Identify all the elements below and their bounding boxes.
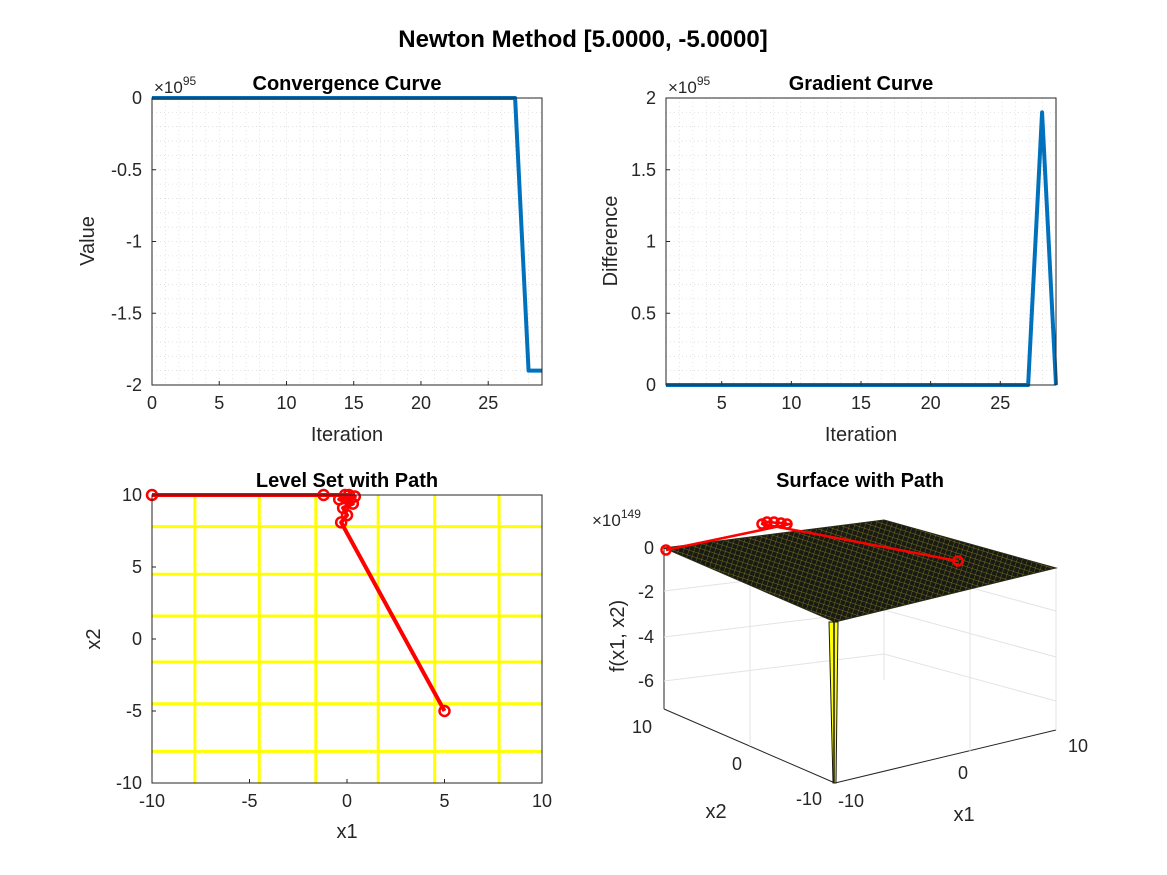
x-tick-label: 20 bbox=[921, 393, 941, 413]
y-tick-label: -1 bbox=[126, 232, 142, 252]
level-set-plot: -10 -5 0 5 10 10 5 0 -5 -10 Level Set with Path x… bbox=[83, 470, 552, 843]
x-tick-label: 5 bbox=[717, 393, 727, 413]
surface-x-tick-label: 10 bbox=[1068, 736, 1088, 756]
y-tick-label: 10 bbox=[122, 485, 142, 505]
gradient-ticks: 5 10 15 20 25 2 1.5 1 0.5 0 bbox=[631, 88, 1010, 413]
surface-exponent: ×10149 bbox=[592, 507, 641, 530]
convergence-x-label: Iteration bbox=[311, 424, 383, 446]
x-tick-label: 10 bbox=[276, 393, 296, 413]
surface-path bbox=[660, 516, 964, 567]
surface-y-tick-label: 0 bbox=[732, 754, 742, 774]
gradient-title: Gradient Curve bbox=[789, 73, 933, 95]
x-tick-label: 20 bbox=[411, 393, 431, 413]
surface-mesh bbox=[662, 519, 1058, 623]
convergence-title: Convergence Curve bbox=[253, 73, 442, 95]
surface-x-label: x1 bbox=[953, 804, 974, 826]
x-tick-label: 25 bbox=[478, 393, 498, 413]
path-marker bbox=[334, 516, 348, 529]
level-set-x-label: x1 bbox=[336, 821, 357, 843]
surface-plot: 0 -2 -4 -6 10 0 -10 -10 0 10 Surface wit… bbox=[592, 470, 1088, 826]
surface-x-ticks: -10 0 10 bbox=[838, 736, 1088, 811]
gradient-x-label: Iteration bbox=[825, 424, 897, 446]
surface-z-ticks: 0 -2 -4 -6 bbox=[638, 538, 654, 691]
x-tick-label: 10 bbox=[532, 791, 552, 811]
surface-y-tick-label: 10 bbox=[632, 717, 652, 737]
y-tick-label: -10 bbox=[116, 773, 142, 793]
surface-z-tick-label: -6 bbox=[638, 671, 654, 691]
x-tick-label: -5 bbox=[241, 791, 257, 811]
surface-x-tick-label: -10 bbox=[838, 791, 864, 811]
y-tick-label: 0 bbox=[132, 629, 142, 649]
surface-z-tick-label: -4 bbox=[638, 627, 654, 647]
y-tick-label: 2 bbox=[646, 88, 656, 108]
x-tick-label: 0 bbox=[342, 791, 352, 811]
surface-z-tick-label: -2 bbox=[638, 582, 654, 602]
convergence-ticks: 0 5 10 15 20 25 0 -0.5 -1 -1.5 -2 bbox=[111, 88, 498, 413]
y-tick-label: 1.5 bbox=[631, 160, 656, 180]
surface-path-marker bbox=[775, 517, 787, 529]
y-tick-label: -0.5 bbox=[111, 160, 142, 180]
x-tick-label: 10 bbox=[781, 393, 801, 413]
convergence-exponent: ×1095 bbox=[154, 74, 197, 97]
level-set-title: Level Set with Path bbox=[256, 470, 438, 492]
gradient-plot-area bbox=[666, 98, 1056, 385]
x-tick-label: 15 bbox=[851, 393, 871, 413]
level-set-y-label: x2 bbox=[83, 628, 105, 649]
surface-path-marker bbox=[761, 516, 773, 528]
level-set-plot-area bbox=[152, 495, 542, 783]
path-marker bbox=[438, 704, 451, 718]
y-tick-label: -1.5 bbox=[111, 303, 142, 323]
level-set-ticks: -10 -5 0 5 10 10 5 0 -5 -10 bbox=[116, 485, 552, 811]
convergence-curve-plot: 0 5 10 15 20 25 0 -0.5 -1 -1.5 -2 Convergence Curv… bbox=[77, 73, 543, 446]
x-tick-label: 5 bbox=[439, 791, 449, 811]
x-tick-label: 25 bbox=[990, 393, 1010, 413]
y-tick-label: 0 bbox=[646, 375, 656, 395]
y-tick-label: 5 bbox=[132, 557, 142, 577]
gradient-y-label: Difference bbox=[600, 196, 622, 287]
gradient-exponent: ×1095 bbox=[668, 74, 711, 97]
x-tick-label: 0 bbox=[147, 393, 157, 413]
surface-path-marker bbox=[781, 518, 793, 530]
surface-z-tick-label: 0 bbox=[644, 538, 654, 558]
x-tick-label: 15 bbox=[344, 393, 364, 413]
surface-y-label: x2 bbox=[705, 801, 726, 823]
gradient-curve-plot: 5 10 15 20 25 2 1.5 1 0.5 0 Gradient Curve Iterat… bbox=[600, 73, 1058, 446]
surface-z-label: f(x1, x2) bbox=[607, 600, 629, 672]
surface-y-ticks: 10 0 -10 bbox=[632, 717, 822, 809]
surface-path-marker bbox=[768, 516, 780, 528]
surface-path-marker bbox=[660, 544, 672, 556]
surface-x-tick-label: 0 bbox=[958, 763, 968, 783]
y-tick-label: 1 bbox=[646, 232, 656, 252]
y-tick-label: -2 bbox=[126, 375, 142, 395]
convergence-plot-area bbox=[152, 98, 542, 385]
surface-path-marker bbox=[952, 555, 964, 567]
y-tick-label: -5 bbox=[126, 701, 142, 721]
y-tick-label: 0 bbox=[132, 88, 142, 108]
figure-title: Newton Method [5.0000, -5.0000] bbox=[398, 26, 767, 53]
level-set-contours bbox=[152, 495, 542, 783]
convergence-y-label: Value bbox=[77, 216, 99, 266]
x-tick-label: 5 bbox=[214, 393, 224, 413]
surface-title: Surface with Path bbox=[776, 470, 944, 492]
x-tick-label: -10 bbox=[139, 791, 165, 811]
y-tick-label: 0.5 bbox=[631, 303, 656, 323]
surface-y-tick-label: -10 bbox=[796, 789, 822, 809]
